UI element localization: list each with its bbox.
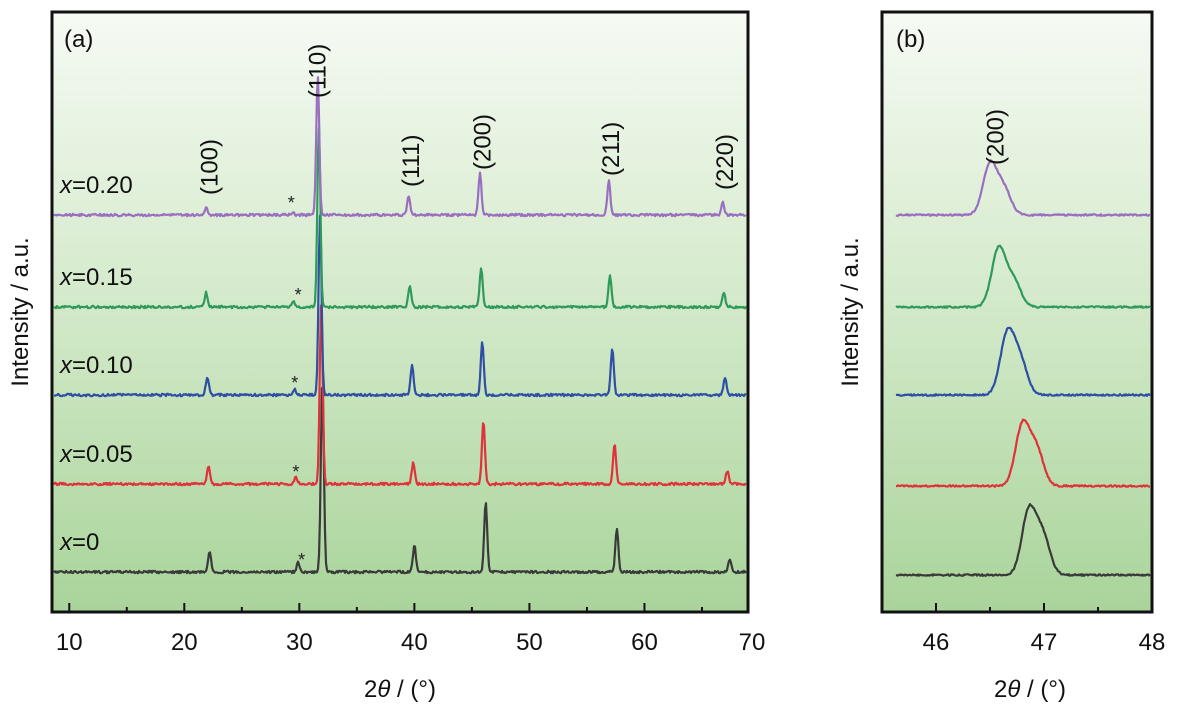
series-line-x-0_10 [53,214,747,398]
panel-b-plot-area [882,12,1152,612]
panel-b-frame [880,10,1154,614]
zoom-series-line-x-0_05 [895,418,1151,488]
panel-a-series [53,76,747,575]
panel-a-peak-labels: (100) (110) (111) (200) (211) (220) [197,44,739,195]
panel-a-plot-area [52,12,748,612]
impurity-star: * [298,550,305,570]
panel-a-series-labels: x=0 x=0.05 x=0.10 x=0.15 x=0.20 [59,172,133,556]
panel-b-x-axis-title: 2θ / (°) [994,676,1066,703]
series-line-x-0_15 [53,126,747,310]
x-tick-label: 70 [739,629,766,656]
impurity-star: * [291,373,298,393]
zoom-series-line-x-0 [895,503,1151,577]
panel-a-label: (a) [64,26,93,53]
series-line-x-0_20 [53,76,747,218]
panel-a-frame [50,10,750,614]
impurity-star: * [292,462,299,482]
series-label: x=0.05 [59,441,133,468]
x-tick-label: 50 [516,629,543,656]
x-tick-label: 47 [1031,629,1058,656]
peak-label: (100) [197,139,224,195]
series-line-x-0_05 [53,304,747,487]
x-tick-label: 30 [286,629,313,656]
series-line-x-0 [53,386,747,575]
x-tick-label: 10 [56,629,83,656]
panel-b-y-axis-title: Intensity / a.u. [837,237,864,386]
zoom-series-line-x-0_20 [895,159,1151,217]
series-label: x=0 [59,529,99,556]
peak-label: (200) [469,114,496,170]
impurity-star: * [295,285,302,305]
zoom-series-line-x-0_10 [895,326,1151,397]
x-tick-label: 40 [401,629,428,656]
panel-b-peak-label: (200) [982,109,1009,165]
panel-b: (200) (b) 46 47 48 2θ / (°) Intensity / a.… [837,10,1166,703]
x-tick-label: 46 [923,629,950,656]
peak-label: (111) [398,135,425,187]
zoom-series-line-x-0_15 [895,244,1151,309]
x-tick-label: 60 [631,629,658,656]
panel-a-x-tick-labels: 10 20 30 40 50 60 70 [56,629,765,656]
panel-a-impurity-markers: * * * * * [288,193,305,570]
panel-a-x-axis-title: 2θ / (°) [364,676,436,703]
panel-b-series [895,159,1151,577]
peak-label: (200) [982,109,1009,165]
panel-a: (100) (110) (111) (200) (211) (220) x=0 x=0.05… [7,10,765,703]
series-label: x=0.15 [59,264,133,291]
series-label: x=0.20 [59,172,133,199]
panel-b-label: (b) [896,26,925,53]
peak-label: (220) [712,134,739,190]
x-tick-label: 20 [171,629,198,656]
panel-b-x-tick-labels: 46 47 48 [923,629,1166,656]
series-label: x=0.10 [59,352,133,379]
panel-a-y-axis-title: Intensity / a.u. [7,237,34,386]
peak-label: (110) [305,44,332,98]
peak-label: (211) [598,122,625,176]
impurity-star: * [288,193,295,213]
x-tick-label: 48 [1139,629,1166,656]
